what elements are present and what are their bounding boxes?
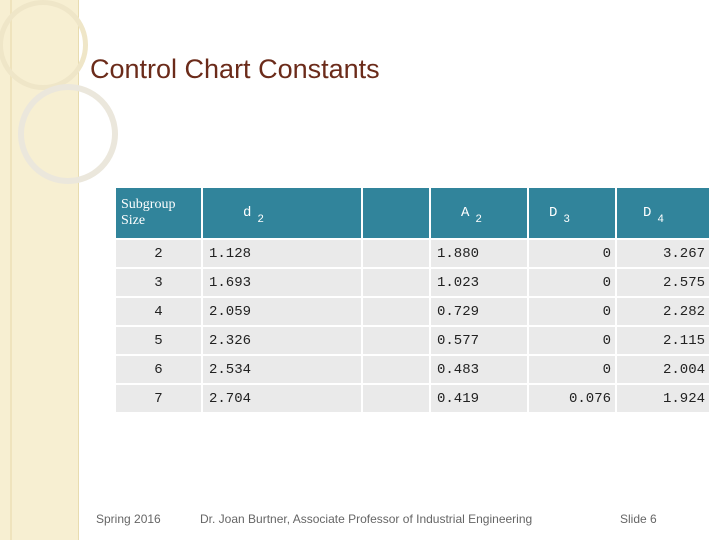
cell-n: 7 (116, 385, 201, 412)
cell-d2: 1.693 (203, 269, 361, 296)
cell-blank (363, 327, 429, 354)
table-row: 7 2.704 0.419 0.076 1.924 (116, 385, 709, 412)
table-row: 5 2.326 0.577 0 2.115 (116, 327, 709, 354)
cell-n: 6 (116, 356, 201, 383)
slide-title: Control Chart Constants (90, 54, 380, 84)
cell-n: 5 (116, 327, 201, 354)
decorative-ring (18, 84, 118, 184)
table-row: 4 2.059 0.729 0 2.282 (116, 298, 709, 325)
cell-d2: 2.059 (203, 298, 361, 325)
cell-a2: 0.729 (431, 298, 527, 325)
cell-d4: 2.575 (617, 269, 709, 296)
footer-slide-number: Slide 6 (620, 512, 657, 526)
footer-date: Spring 2016 (96, 512, 161, 526)
cell-d4: 2.282 (617, 298, 709, 325)
cell-blank (363, 298, 429, 325)
footer-author: Dr. Joan Burtner, Associate Professor of… (200, 512, 533, 526)
cell-d3: 0.076 (529, 385, 615, 412)
decorative-ring (0, 0, 88, 90)
header-subgroup-size: Subgroup Size (116, 188, 201, 238)
table-row: 6 2.534 0.483 0 2.004 (116, 356, 709, 383)
cell-a2: 1.023 (431, 269, 527, 296)
cell-d4: 1.924 (617, 385, 709, 412)
table-row: 3 1.693 1.023 0 2.575 (116, 269, 709, 296)
cell-a2: 0.483 (431, 356, 527, 383)
cell-blank (363, 385, 429, 412)
cell-d3: 0 (529, 269, 615, 296)
cell-n: 2 (116, 240, 201, 267)
cell-d2: 1.128 (203, 240, 361, 267)
cell-d2: 2.534 (203, 356, 361, 383)
table-row: 2 1.128 1.880 0 3.267 (116, 240, 709, 267)
cell-d3: 0 (529, 298, 615, 325)
cell-d2: 2.326 (203, 327, 361, 354)
cell-d4: 2.115 (617, 327, 709, 354)
cell-d3: 0 (529, 356, 615, 383)
cell-d2: 2.704 (203, 385, 361, 412)
cell-blank (363, 269, 429, 296)
cell-a2: 1.880 (431, 240, 527, 267)
cell-d3: 0 (529, 327, 615, 354)
cell-d3: 0 (529, 240, 615, 267)
header-blank (363, 188, 429, 238)
cell-n: 4 (116, 298, 201, 325)
cell-a2: 0.577 (431, 327, 527, 354)
cell-n: 3 (116, 269, 201, 296)
cell-blank (363, 240, 429, 267)
cell-a2: 0.419 (431, 385, 527, 412)
cell-d4: 2.004 (617, 356, 709, 383)
cell-d4: 3.267 (617, 240, 709, 267)
cell-blank (363, 356, 429, 383)
